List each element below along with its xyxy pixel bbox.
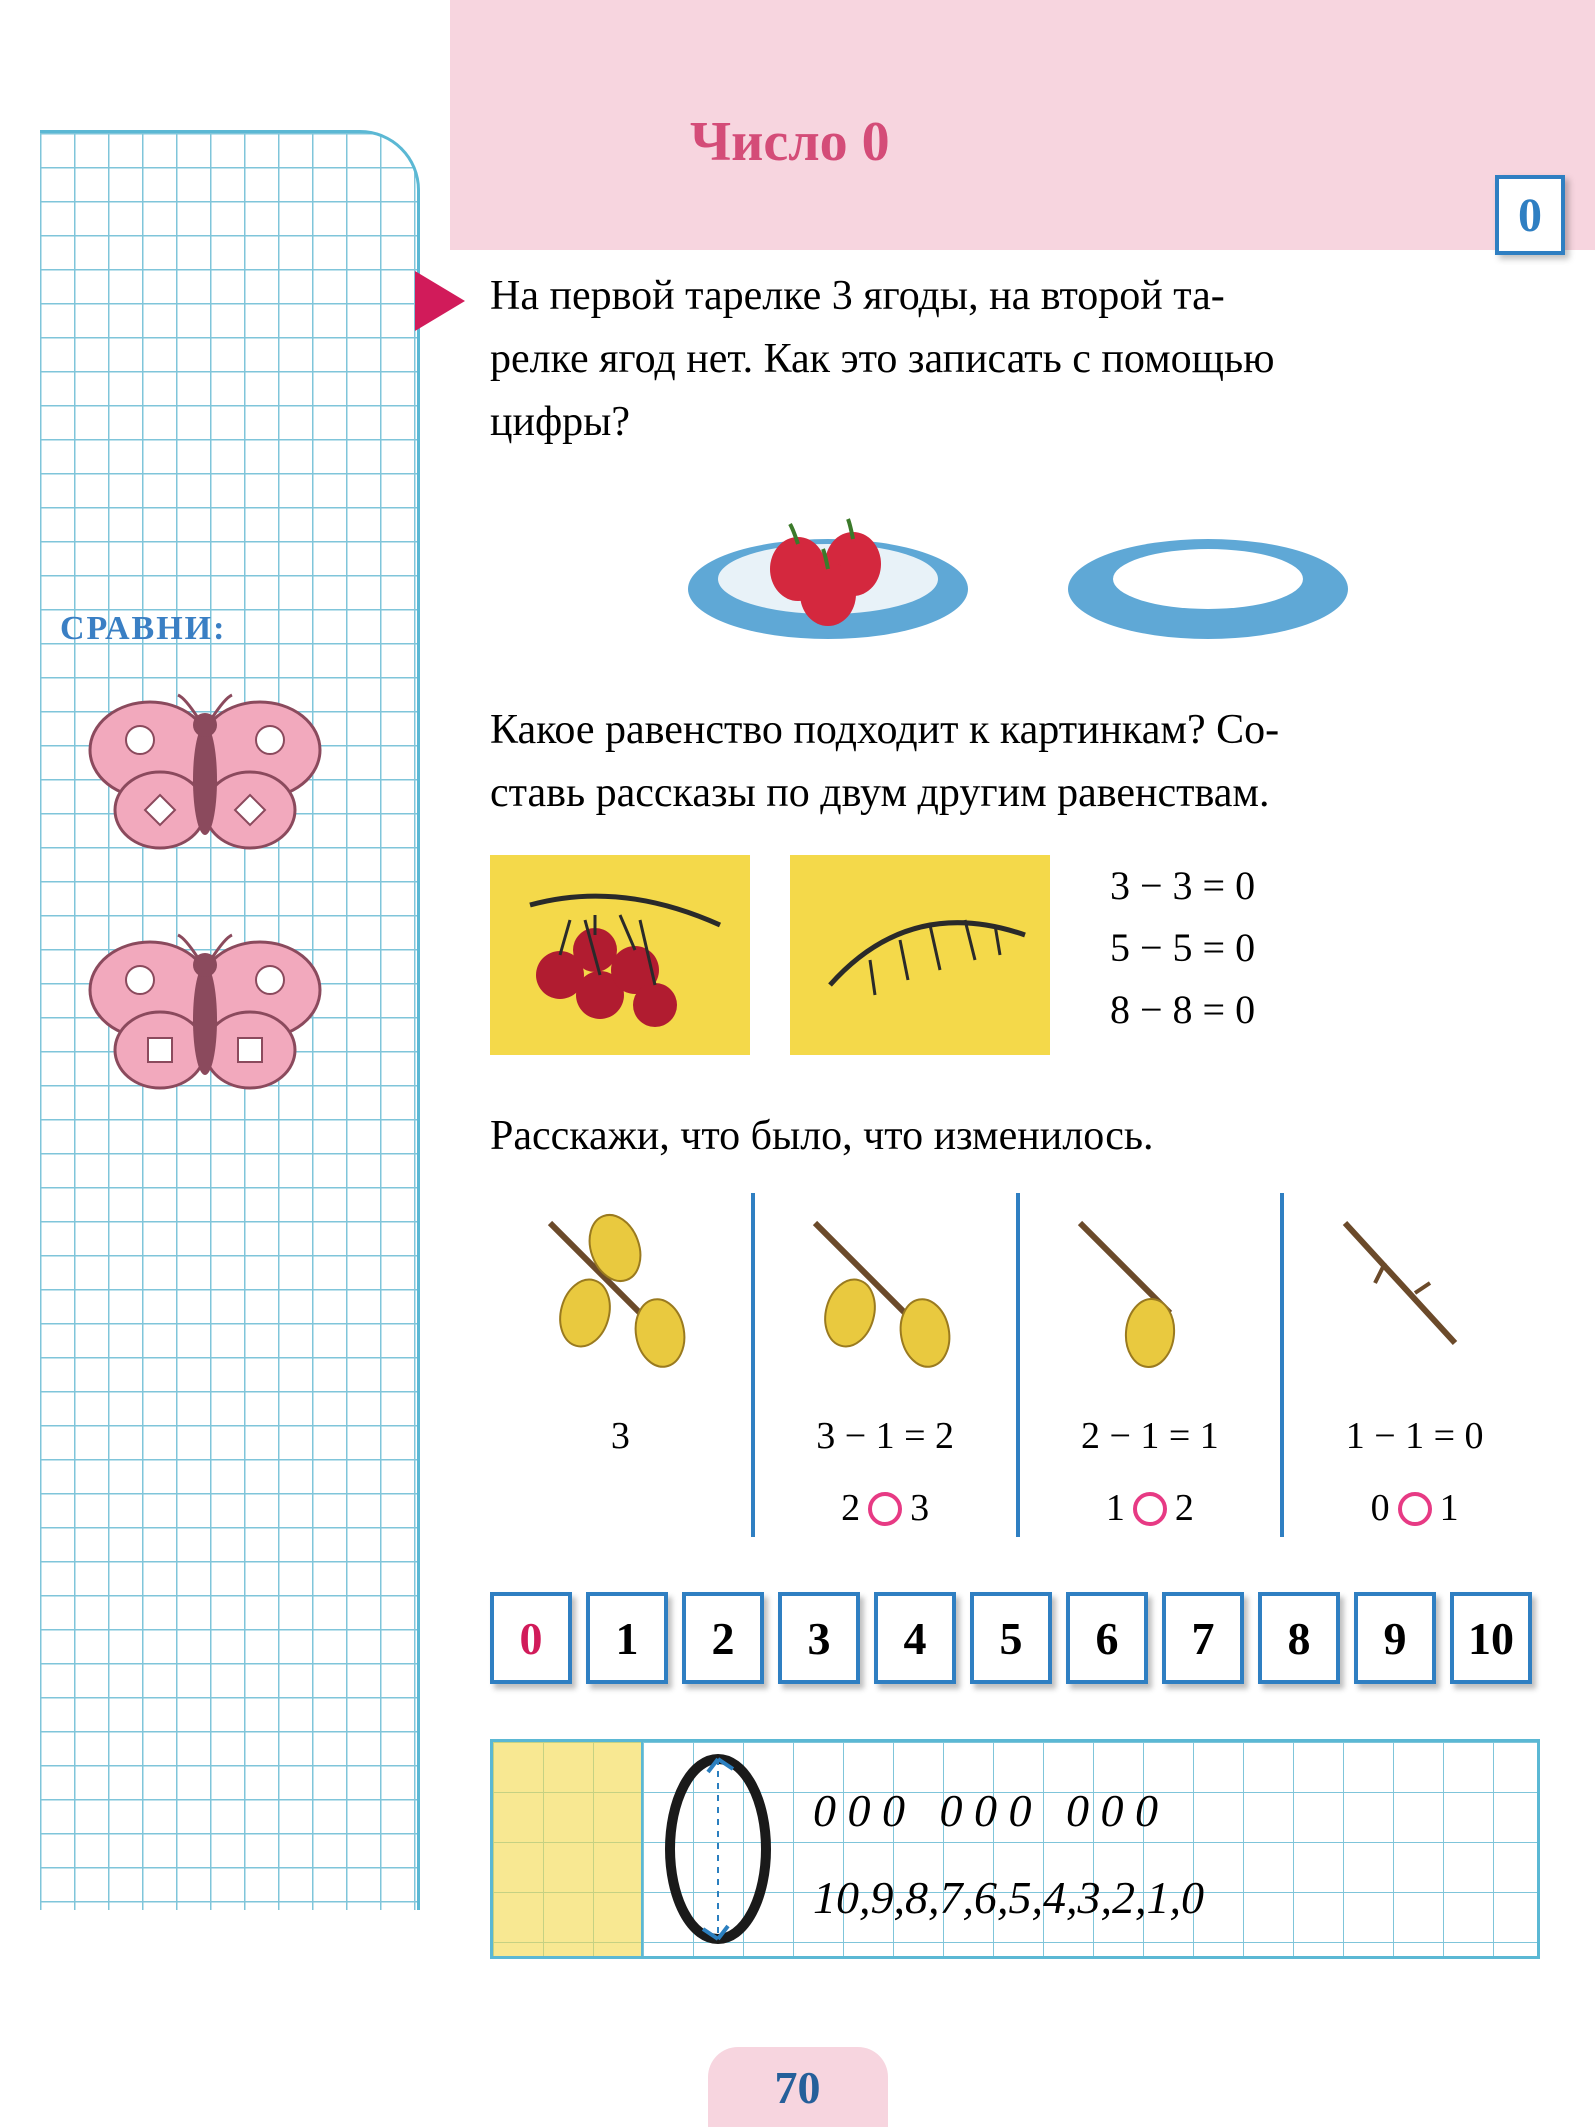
compare-circle-icon [868,1492,902,1526]
leaves-panels: 3 3 − 1 = 2 23 [470,1193,1565,1537]
num-cell-4: 4 [874,1592,956,1684]
currant-with-berries-card [490,855,750,1055]
num-cell-1: 1 [586,1592,668,1684]
leaf-col-3-eq: 2 − 1 = 1 [1035,1408,1266,1465]
handwriting-practice-box: 0 0 0 0 0 0 0 0 0 10,9,8,7,6,5,4,3,2,1,0 [490,1739,1540,1959]
writing-row-2: 10,9,8,7,6,5,4,3,2,1,0 [813,1872,1204,1923]
equation-2: 5 − 5 = 0 [1110,917,1255,979]
number-strip: 0 1 2 3 4 5 6 7 8 9 10 [470,1592,1565,1684]
branch-0-leaves-icon [1315,1193,1515,1393]
writing-rows: 0 0 0 0 0 0 0 0 0 10,9,8,7,6,5,4,3,2,1,0 [793,1742,1537,1956]
header-band [450,0,1595,250]
num-cell-9: 9 [1354,1592,1436,1684]
compare-circle-icon [1398,1492,1432,1526]
leaf-col-3-cmp: 12 [1035,1480,1266,1537]
leaf-col-1-eq: 3 [505,1408,736,1465]
page: СРАВНИ: [0,0,1595,2127]
task-marker-icon [415,271,465,331]
question-3-text: Расскажи, что было, что изменилось. [470,1105,1565,1168]
leaf-col-3: 2 − 1 = 1 12 [1020,1193,1285,1537]
num-cell-3: 3 [778,1592,860,1684]
leaf-col-2-eq: 3 − 1 = 2 [770,1408,1001,1465]
plate-empty-icon [1058,489,1358,649]
num-cell-10: 10 [1450,1592,1532,1684]
question-1-text: На первой тарелке 3 ягоды, на второй та-… [470,265,1565,454]
writing-yellow-block [493,1742,643,1956]
equation-3: 8 − 8 = 0 [1110,979,1255,1041]
equation-1: 3 − 3 = 0 [1110,855,1255,917]
berries-equations-row: 3 − 3 = 0 5 − 5 = 0 8 − 8 = 0 [470,855,1565,1055]
butterfly-1-icon [80,690,330,860]
currant-empty-card [790,855,1050,1055]
branch-2-leaves-icon [785,1193,985,1393]
compare-circle-icon [1133,1492,1167,1526]
num-cell-8: 8 [1258,1592,1340,1684]
butterfly-2-icon [80,930,330,1100]
writing-sample-zero [643,1742,793,1956]
leaf-col-4-cmp: 01 [1299,1480,1530,1537]
num-cell-7: 7 [1162,1592,1244,1684]
num-cell-0: 0 [490,1592,572,1684]
compare-label: СРАВНИ: [60,610,226,648]
plates-row [470,489,1565,649]
page-title: Число 0 [690,110,890,174]
question-2-text: Какое равенство подходит к картинкам? Со… [470,699,1565,825]
num-cell-6: 6 [1066,1592,1148,1684]
main-content: На первой тарелке 3 ягоды, на второй та-… [470,265,1565,2127]
branch-3-leaves-icon [520,1193,720,1393]
writing-row-1: 0 0 0 0 0 0 0 0 0 [813,1785,1158,1836]
page-number: 70 [708,2047,888,2127]
equation-list: 3 − 3 = 0 5 − 5 = 0 8 − 8 = 0 [1090,855,1255,1041]
num-cell-5: 5 [970,1592,1052,1684]
num-cell-2: 2 [682,1592,764,1684]
branch-1-leaf-icon [1050,1193,1250,1393]
leaf-col-4-eq: 1 − 1 = 0 [1299,1408,1530,1465]
leaf-col-2: 3 − 1 = 2 23 [755,1193,1020,1537]
zero-badge: 0 [1495,175,1565,255]
plate-with-berries-icon [678,489,978,649]
leaf-col-4: 1 − 1 = 0 01 [1284,1193,1545,1537]
leaf-col-2-cmp: 23 [770,1480,1001,1537]
leaf-col-1: 3 [490,1193,755,1537]
